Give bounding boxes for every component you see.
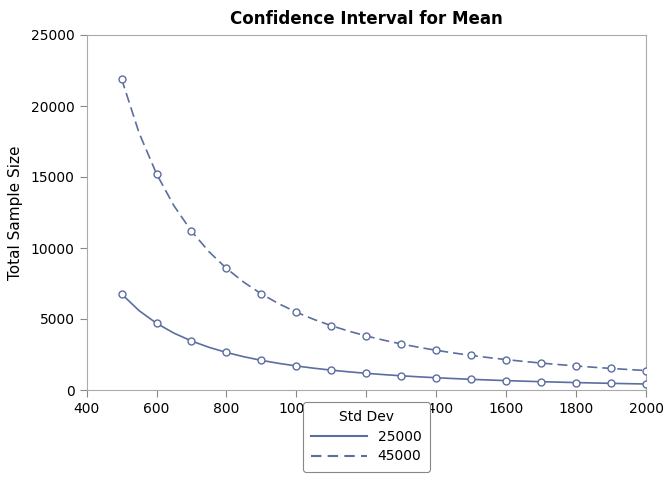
Y-axis label: Total Sample Size: Total Sample Size bbox=[7, 145, 23, 280]
Title: Confidence Interval for Mean: Confidence Interval for Mean bbox=[230, 10, 503, 28]
Legend: 25000, 45000: 25000, 45000 bbox=[303, 402, 430, 472]
X-axis label: CI Half-Width: CI Half-Width bbox=[317, 424, 416, 439]
